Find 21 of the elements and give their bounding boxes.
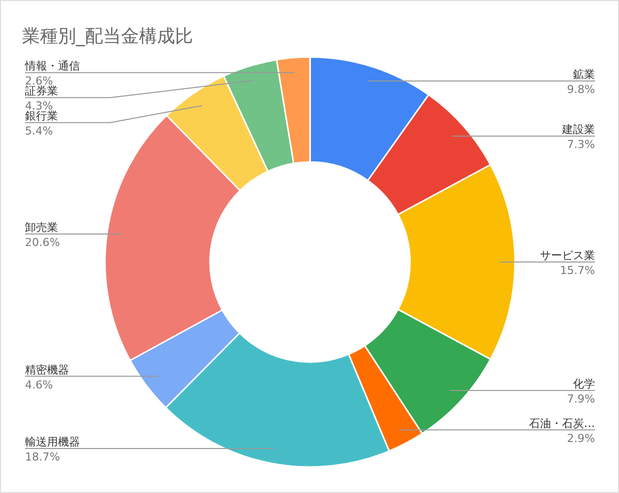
slice-label: 鉱業 (573, 68, 595, 81)
data-label: 18.7% (25, 450, 60, 464)
slice-label: 建設業 (561, 123, 595, 136)
slice-label: 情報・通信 (24, 60, 80, 73)
slice-label: 銀行業 (25, 110, 58, 123)
slice-label: 証券業 (25, 84, 58, 98)
data-label: 20.6% (25, 236, 60, 249)
data-label: 2.9% (567, 432, 595, 445)
data-label: 7.3% (567, 138, 595, 152)
data-label: 7.9% (567, 392, 595, 406)
slice-label: 精密機器 (25, 363, 69, 376)
slice-label: サービス業 (540, 249, 595, 262)
slice-label: 石油・石炭… (529, 416, 595, 430)
data-label: 4.6% (25, 378, 53, 392)
slice-label: 卸売業 (25, 220, 58, 234)
data-label: 5.4% (25, 124, 53, 138)
chart-title: 業種別_配当金構成比 (22, 26, 193, 47)
data-label: 15.7% (560, 264, 595, 277)
data-label: 9.8% (567, 82, 595, 96)
slice-label: 化学 (573, 378, 595, 391)
slice-label: 輸送用機器 (25, 436, 80, 449)
